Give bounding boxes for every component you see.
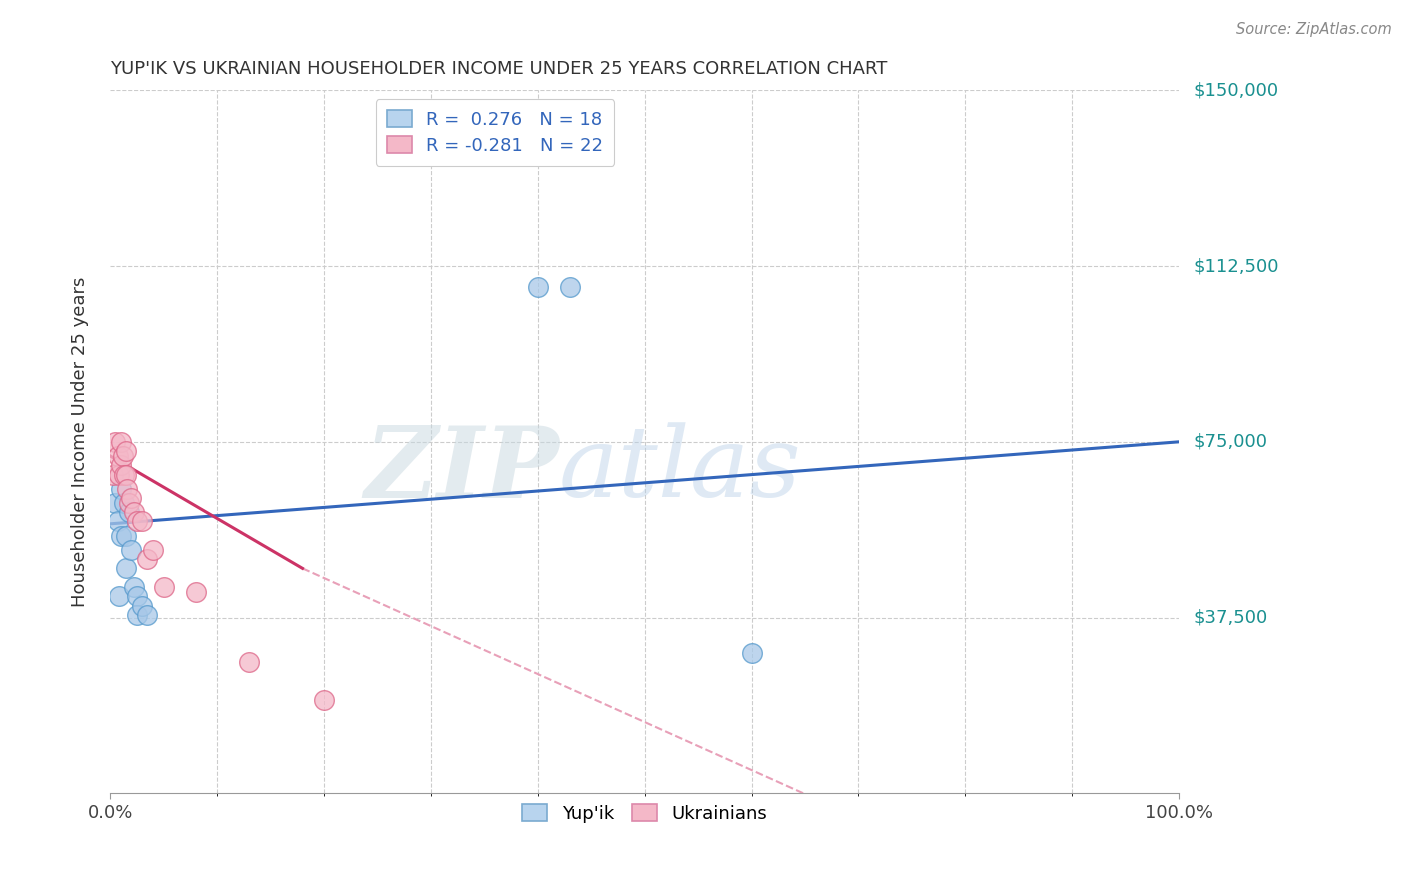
Point [115,444,138,458]
Text: $75,000: $75,000 [1194,433,1267,450]
Point [107,515,129,529]
Point [120,542,142,557]
Point [526,280,548,294]
Point [131,515,153,529]
Point [741,646,763,660]
Point [115,561,138,575]
Point [136,608,159,623]
Point [110,458,132,473]
Point [107,467,129,482]
Point [103,467,125,482]
Point [122,505,145,519]
Point [110,528,132,542]
Point [104,496,127,510]
Text: ZIP: ZIP [364,422,560,518]
Point [110,434,132,449]
Point [142,542,165,557]
Point [125,515,148,529]
Point [112,467,135,482]
Point [238,655,260,669]
Y-axis label: Householder Income Under 25 years: Householder Income Under 25 years [72,277,89,607]
Point [110,482,132,496]
Point [107,590,129,604]
Point [104,434,127,449]
Text: atlas: atlas [560,422,801,517]
Point [107,449,129,463]
Point [115,528,138,542]
Point [125,608,148,623]
Text: $112,500: $112,500 [1194,257,1278,275]
Text: $150,000: $150,000 [1194,81,1278,99]
Point [152,580,174,594]
Text: YUP'IK VS UKRAINIAN HOUSEHOLDER INCOME UNDER 25 YEARS CORRELATION CHART: YUP'IK VS UKRAINIAN HOUSEHOLDER INCOME U… [110,60,887,78]
Point [120,491,142,505]
Point [111,449,134,463]
Point [118,496,141,510]
Point [184,584,207,599]
Point [112,496,135,510]
Point [558,280,581,294]
Text: Source: ZipAtlas.com: Source: ZipAtlas.com [1236,22,1392,37]
Legend: Yup'ik, Ukrainians: Yup'ik, Ukrainians [510,793,778,833]
Point [115,467,138,482]
Point [115,482,138,496]
Text: $37,500: $37,500 [1194,608,1267,626]
Point [136,552,159,566]
Point [312,692,335,706]
Point [125,590,148,604]
Point [118,505,141,519]
Point [131,599,153,613]
Point [122,580,145,594]
